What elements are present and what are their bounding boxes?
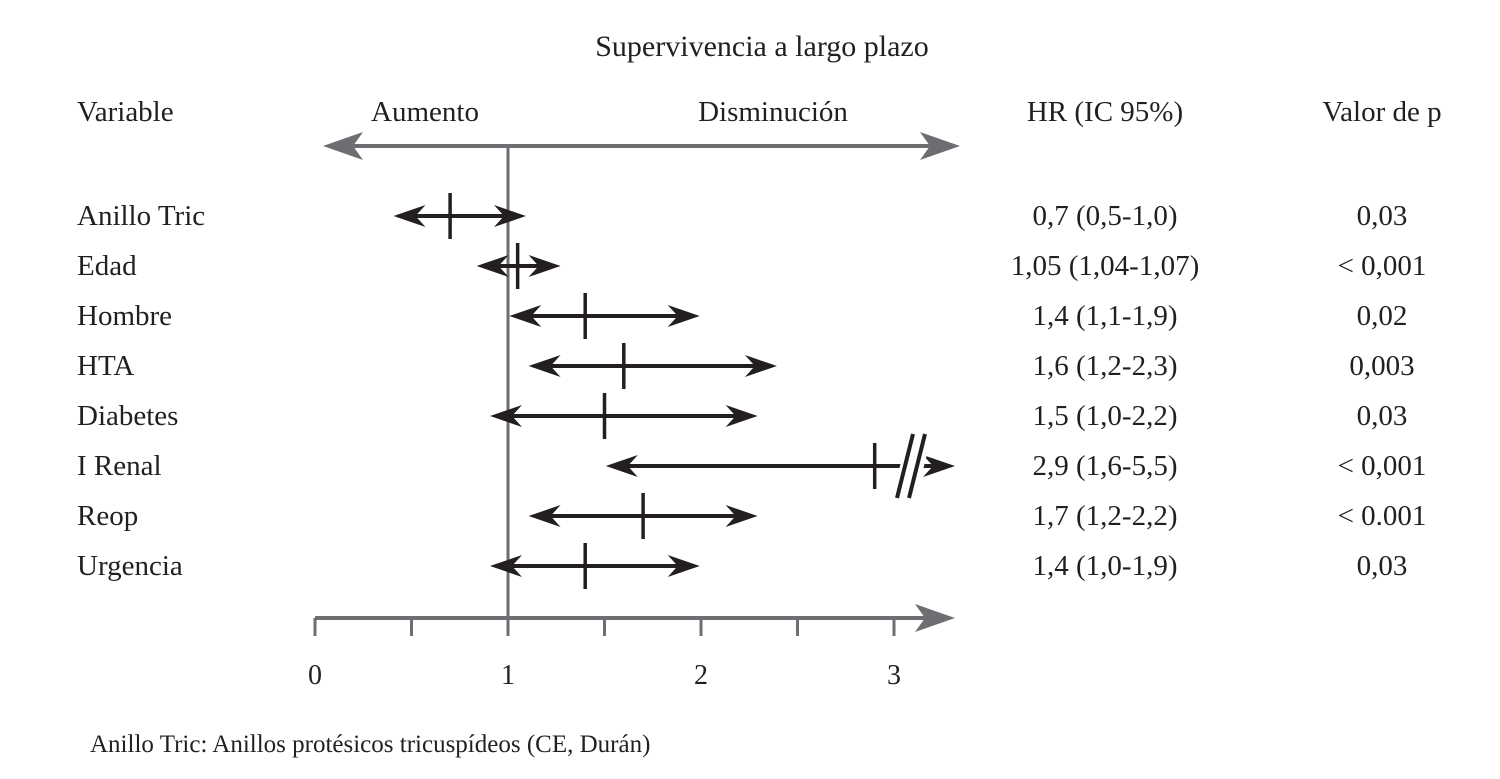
ci-upper-arrowhead	[494, 205, 526, 227]
row-variable-label: Edad	[77, 250, 137, 282]
row-p-value: 0,003	[1349, 350, 1414, 382]
header-p: Valor de p	[1322, 96, 1441, 128]
break-mark	[907, 433, 927, 499]
ci-lower-arrowhead	[490, 405, 522, 427]
ci-upper-arrowhead	[667, 555, 700, 577]
ci-upper-arrowhead	[667, 305, 700, 327]
forest-row: I Renal 2,9 (1,6-5,5) < 0,001	[77, 433, 1427, 499]
x-tick-label: 1	[501, 660, 515, 691]
row-p-value: < 0,001	[1338, 250, 1427, 282]
ci-lower-arrowhead	[490, 555, 522, 577]
ci-upper-arrowhead	[528, 255, 561, 277]
ci-upper-arrowhead	[744, 355, 777, 377]
row-variable-label: Reop	[77, 500, 138, 532]
ci-lower-arrowhead	[605, 455, 638, 477]
forest-row: Anillo Tric 0,7 (0,5-1,0) 0,03	[77, 193, 1407, 239]
forest-row: Hombre 1,4 (1,1-1,9) 0,02	[77, 293, 1407, 339]
forest-row: Diabetes 1,5 (1,0-2,2) 0,03	[77, 393, 1407, 439]
row-p-value: < 0,001	[1338, 450, 1427, 482]
header-hr: HR (IC 95%)	[1027, 96, 1183, 128]
direction-arrowhead-left	[323, 132, 363, 160]
direction-label-left: Aumento	[371, 96, 479, 128]
row-p-value: 0,03	[1357, 200, 1408, 232]
ci-lower-arrowhead	[528, 505, 561, 527]
row-variable-label: Hombre	[77, 300, 172, 332]
row-hr-value: 0,7 (0,5-1,0)	[1033, 200, 1178, 232]
ci-lower-arrowhead	[528, 355, 561, 377]
row-hr-value: 2,9 (1,6-5,5)	[1033, 450, 1178, 482]
row-hr-value: 1,5 (1,0-2,2)	[1033, 400, 1178, 432]
row-p-value: 0,03	[1357, 400, 1408, 432]
x-axis-arrowhead	[915, 604, 955, 632]
forest-row: Edad 1,05 (1,04-1,07) < 0,001	[77, 243, 1426, 289]
row-variable-label: I Renal	[77, 450, 162, 482]
header-variable: Variable	[77, 96, 174, 128]
ci-lower-arrowhead	[509, 305, 542, 327]
direction-label-right: Disminución	[698, 96, 848, 128]
x-tick-label: 2	[694, 660, 708, 691]
row-hr-value: 1,4 (1,0-1,9)	[1033, 550, 1178, 582]
x-tick-label: 3	[887, 660, 901, 691]
ci-upper-arrowhead	[923, 455, 955, 477]
ci-lower-arrowhead	[476, 255, 509, 277]
chart-title: Supervivencia a largo plazo	[595, 30, 929, 63]
row-p-value: 0,02	[1357, 300, 1408, 332]
row-hr-value: 1,7 (1,2-2,2)	[1033, 500, 1178, 532]
ci-upper-arrowhead	[725, 505, 758, 527]
x-tick-label: 0	[308, 660, 322, 691]
forest-row: Reop 1,7 (1,2-2,2) < 0.001	[77, 493, 1426, 539]
row-variable-label: Anillo Tric	[77, 200, 205, 232]
ci-upper-arrowhead	[725, 405, 758, 427]
row-variable-label: HTA	[77, 350, 134, 382]
row-hr-value: 1,05 (1,04-1,07)	[1011, 250, 1199, 282]
row-hr-value: 1,6 (1,2-2,3)	[1033, 350, 1178, 382]
row-variable-label: Diabetes	[77, 400, 178, 432]
row-hr-value: 1,4 (1,1-1,9)	[1033, 300, 1178, 332]
forest-row: Urgencia 1,4 (1,0-1,9) 0,03	[77, 543, 1407, 589]
row-p-value: 0,03	[1357, 550, 1408, 582]
footnote: Anillo Tric: Anillos protésicos tricuspí…	[90, 731, 650, 758]
break-mark	[895, 433, 915, 499]
direction-arrowhead-right	[920, 132, 960, 160]
row-variable-label: Urgencia	[77, 550, 183, 582]
plot-area: 0 1 2 3 Anillo Tric 0,7 (0,5-1,0) 0,03 Edad 1,05…	[77, 132, 1426, 691]
row-p-value: < 0.001	[1338, 500, 1427, 532]
forest-row: HTA 1,6 (1,2-2,3) 0,003	[77, 343, 1415, 389]
ci-lower-arrowhead	[393, 205, 426, 227]
